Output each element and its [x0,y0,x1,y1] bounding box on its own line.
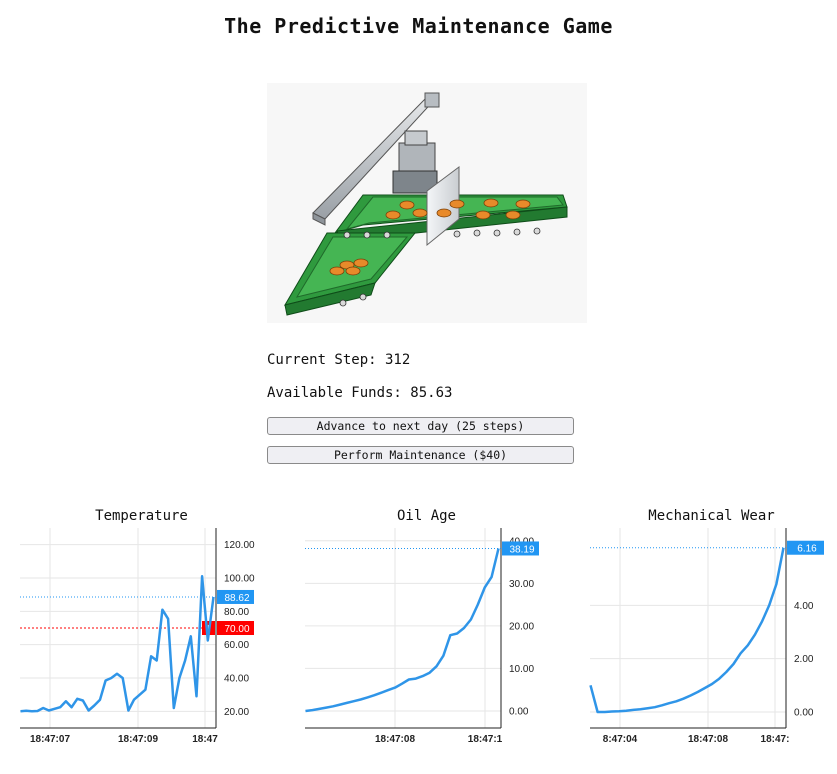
series-line [305,548,500,713]
temperature-chart: 120.00 100.00 80.00 60.00 40.00 20.00 18:47:07… [20,528,255,745]
y-tick-label: 0.00 [794,708,814,719]
y-tick-label: 60.00 [224,640,249,651]
current-value-tag: 38.19 [502,541,539,556]
y-tick-label: 10.00 [509,664,534,675]
y-tick-label: 30.00 [509,579,534,590]
current-step: Current Step: 312 [267,352,411,368]
conveyor-machine-illustration [267,83,587,323]
mechanical-wear-chart-title: Mechanical Wear [648,508,775,524]
page-title: The Predictive Maintenance Game [224,14,613,38]
y-tick-label: 40.00 [224,674,249,685]
current-value-tag-bg [502,541,539,556]
x-tick-label: 18:47:07 [30,734,70,745]
current-value-tag-bg [217,589,254,604]
y-tick-label: 120.00 [224,540,255,551]
y-tick-label: 20.00 [224,707,249,718]
x-tick-label: 18:47:08 [688,734,728,745]
oil-age-chart-title: Oil Age [396,508,456,524]
current-value-tag-bg [787,540,824,555]
x-tick-label: 18:47 [192,734,218,745]
current-value-tag: 6.16 [787,540,824,555]
x-tick-label: 18:47:1 [468,734,503,745]
threshold-tag: 70.00 [217,621,254,635]
y-tick-label: 100.00 [224,574,255,585]
y-tick-label: 4.00 [794,601,814,612]
x-tick-label: 8:47:04 [603,734,638,745]
current-value-tag: 88.62 [217,589,254,604]
y-tick-label: 0.00 [509,706,529,717]
advance-day-button[interactable]: Advance to next day (25 steps) [267,417,574,435]
x-tick-label: 18:47:09 [118,734,158,745]
threshold-tag-bg [217,621,254,635]
mechanical-wear-chart: 4.00 2.00 0.00 8:47:04 18:47:08 18:47: 6.16 [589,528,824,745]
x-tick-label: 18:47:08 [375,734,415,745]
current-value-tag-label: 88.62 [224,593,249,604]
y-tick-label: 2.00 [794,654,814,665]
threshold-tag-label: 70.00 [224,624,249,635]
perform-maintenance-button[interactable]: Perform Maintenance ($40) [267,446,574,464]
grid [305,528,501,728]
available-funds: Available Funds: 85.63 [267,385,453,401]
oil-age-chart: 40.0030.0020.0010.000.0018:47:0818:47:13… [305,528,539,745]
y-tick-label: 80.00 [224,607,249,618]
temperature-chart-title: Temperature [95,508,188,524]
series-line [20,575,215,713]
x-tick-label: 18:47: [761,734,790,745]
y-tick-label: 20.00 [509,621,534,632]
series-line [589,547,785,714]
current-value-tag-label: 6.16 [797,544,817,555]
current-value-tag-label: 38.19 [509,544,534,555]
